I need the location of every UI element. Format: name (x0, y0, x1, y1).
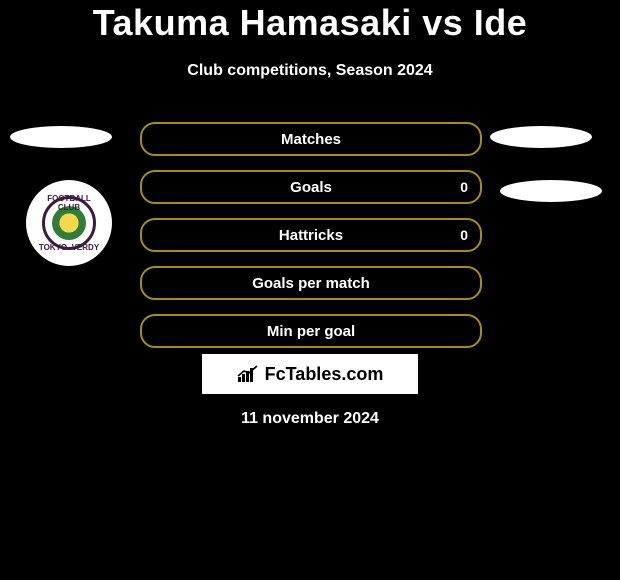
stat-value-right: 0 (460, 227, 468, 243)
stat-label: Matches (281, 131, 341, 148)
stat-label: Hattricks (279, 227, 343, 244)
right-player-club-slot (500, 180, 602, 202)
right-player-name-slot (490, 126, 592, 148)
brand-text: FcTables.com (265, 364, 384, 385)
stat-row-goals: Goals 0 (140, 170, 482, 204)
page-subtitle: Club competitions, Season 2024 (0, 62, 620, 80)
stat-row-matches: Matches (140, 122, 482, 156)
stat-row-goals-per-match: Goals per match (140, 266, 482, 300)
stat-rows: Matches Goals 0 Hattricks 0 Goals per match Mi… (140, 122, 482, 362)
page-title: Takuma Hamasaki vs Ide (0, 2, 620, 44)
stat-label: Goals per match (252, 275, 370, 292)
brand-chart-icon (237, 365, 259, 383)
left-player-club-badge: FOOTBALL CLUB TOKYO VERDY (26, 180, 112, 266)
stat-row-min-per-goal: Min per goal (140, 314, 482, 348)
stat-row-hattricks: Hattricks 0 (140, 218, 482, 252)
brand-box[interactable]: FcTables.com (202, 354, 418, 394)
comparison-card: Takuma Hamasaki vs Ide Club competitions… (0, 0, 620, 580)
stat-value-right: 0 (460, 179, 468, 195)
club-badge-graphic: FOOTBALL CLUB TOKYO VERDY (36, 190, 102, 256)
snapshot-date: 11 november 2024 (0, 410, 620, 428)
stat-label: Goals (290, 179, 332, 196)
left-player-name-slot (10, 126, 112, 148)
stat-label: Min per goal (267, 323, 355, 340)
